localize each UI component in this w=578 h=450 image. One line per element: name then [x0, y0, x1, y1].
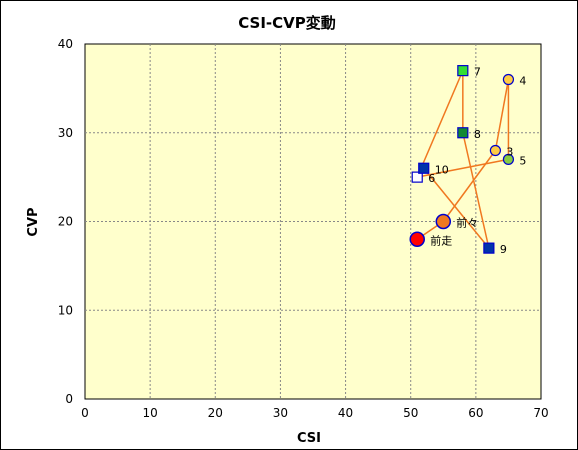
data-point [409, 231, 425, 247]
data-point [457, 65, 469, 77]
y-axis-label: CVP [26, 207, 41, 236]
gridlines [85, 44, 541, 399]
series-line-segment [442, 150, 497, 222]
data-point [435, 213, 452, 230]
y-tick-label: 40 [58, 37, 73, 51]
series-line-segment [423, 167, 490, 249]
x-tick-label: 0 [81, 406, 89, 420]
x-tick-label: 10 [143, 406, 158, 420]
y-tick-label: 20 [58, 215, 73, 229]
series-line-segment [417, 158, 509, 178]
point-label: 前々 [456, 216, 478, 230]
series-lines [416, 70, 510, 249]
point-label: 前走 [430, 233, 452, 247]
point-label: 4 [519, 75, 526, 88]
series-line-segment [416, 70, 464, 178]
point-label: 7 [474, 66, 481, 79]
data-point [411, 171, 423, 183]
x-axis-label: CSI [297, 431, 321, 446]
x-tick-label: 50 [403, 406, 418, 420]
y-tick-label: 30 [58, 126, 73, 140]
series-line-segment [462, 132, 490, 249]
point-label: 6 [428, 172, 435, 185]
x-tick-label: 30 [273, 406, 288, 420]
x-tick-label: 40 [338, 406, 353, 420]
data-point [418, 162, 430, 174]
point-label: 9 [500, 243, 507, 256]
data-point [457, 127, 469, 139]
data-point [489, 144, 501, 157]
y-tick-label: 10 [58, 303, 73, 317]
point-label: 8 [474, 128, 481, 141]
x-tick-label: 20 [208, 406, 223, 420]
data-point [502, 73, 515, 86]
y-tick-label: 0 [65, 392, 73, 406]
chart-title: CSI-CVP変動 [238, 14, 336, 32]
point-label: 5 [519, 154, 526, 167]
data-point [502, 153, 515, 165]
x-tick-label: 60 [468, 406, 483, 420]
point-label: 3 [506, 146, 513, 159]
point-label: 10 [435, 163, 449, 176]
data-point [483, 242, 495, 254]
series-line-segment [494, 79, 510, 151]
x-tick-label: 70 [533, 406, 548, 420]
data-points [409, 65, 515, 254]
tick-labels: 0 10 20 30 40 50 60 70 0 10 20 30 40 [58, 37, 549, 420]
